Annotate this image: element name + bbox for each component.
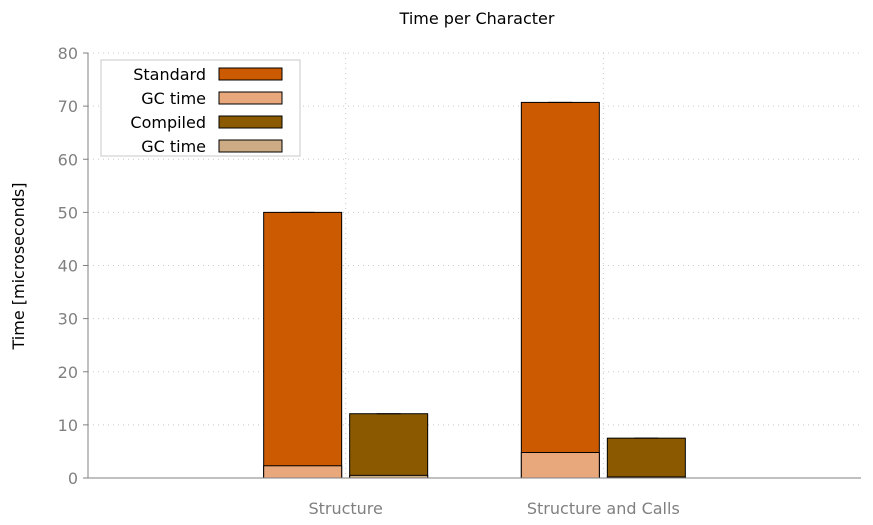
chart-title: Time per Character (399, 9, 555, 28)
y-tick-label: 30 (58, 310, 78, 329)
bars (264, 102, 686, 478)
bar-gc-time (521, 453, 599, 479)
bar-gc-time (264, 466, 342, 478)
legend-label: Standard (133, 65, 206, 84)
bar-compiled (350, 414, 428, 478)
y-axis-label: Time [microseconds] (9, 183, 28, 351)
legend-label: Compiled (130, 113, 206, 132)
legend: Standard GC time Compiled GC time (101, 60, 300, 156)
y-tick-label: 50 (58, 203, 78, 222)
y-tick-label: 40 (58, 257, 78, 276)
legend-swatch (219, 140, 282, 152)
legend-swatch (219, 92, 282, 104)
y-tick-label: 20 (58, 363, 78, 382)
bar-standard (521, 102, 599, 478)
y-tick-label: 60 (58, 150, 78, 169)
legend-swatch (219, 116, 282, 128)
y-tick-label: 0 (68, 469, 78, 488)
legend-label: GC time (141, 89, 206, 108)
legend-swatch (219, 68, 282, 80)
x-tick-label: Structure and Calls (527, 499, 680, 518)
legend-label: GC time (141, 137, 206, 156)
y-tick-label: 10 (58, 416, 78, 435)
y-tick-label: 70 (58, 97, 78, 116)
y-tick-label: 80 (58, 44, 78, 63)
bar-compiled (607, 438, 685, 478)
x-tick-label: Structure (308, 499, 382, 518)
bar-standard (264, 212, 342, 478)
